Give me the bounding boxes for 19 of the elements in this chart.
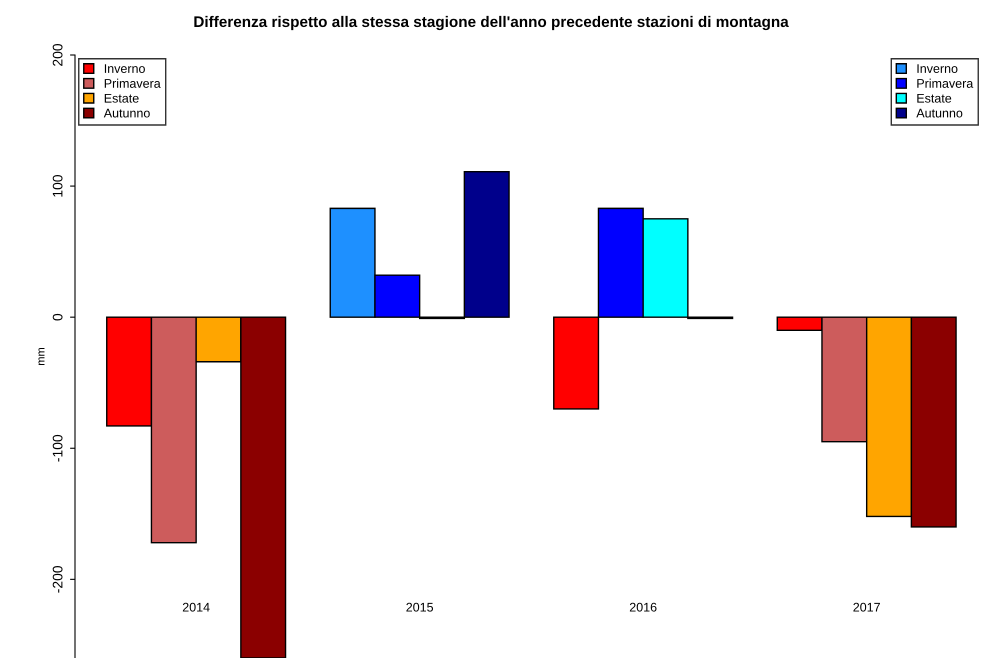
y-tick-label: -200 (52, 566, 63, 593)
legend-label: Primavera (104, 78, 161, 88)
text: Estate (104, 94, 139, 103)
x-tick-label: 2014 (182, 602, 210, 612)
x-tick-label: 2016 (630, 602, 657, 612)
y-axis-title: mm (38, 348, 44, 366)
x-tick-label: 2017 (853, 602, 880, 612)
y-tick-label: 0 (52, 314, 63, 320)
y-tick-label: 200 (52, 44, 63, 66)
chart-title: Differenza rispetto alla stessa stagione dell'anno precedente stazioni di montagna (194, 16, 789, 30)
x-tick-label: 2015 (406, 602, 434, 612)
text: Primavera (917, 78, 974, 88)
y-tick-label: -100 (52, 434, 63, 462)
text: Autunno (104, 108, 150, 118)
legend-label: Inverno (104, 64, 145, 73)
legend-label: Autunno (916, 108, 962, 118)
y-tick-label: 100 (52, 175, 63, 197)
text: Inverno (917, 64, 958, 73)
legend-label: Estate (917, 94, 952, 103)
